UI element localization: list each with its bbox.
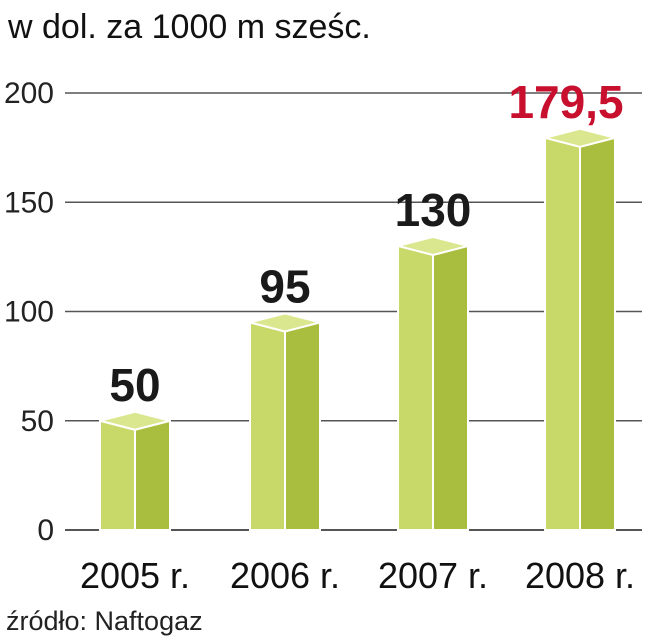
x-tick-label: 2008 r.	[525, 555, 635, 596]
y-tick-label: 200	[4, 77, 54, 110]
y-tick-label: 150	[4, 186, 54, 219]
value-label: 179,5	[508, 76, 623, 128]
y-tick-label: 0	[37, 514, 54, 547]
bar-side-face	[134, 419, 171, 531]
x-tick-label: 2007 r.	[378, 555, 488, 596]
bar-side-face	[579, 136, 616, 531]
bar-top-face	[397, 235, 469, 256]
x-tick-label: 2006 r.	[230, 555, 340, 596]
bar-front-face	[397, 244, 434, 531]
value-label: 130	[395, 184, 472, 236]
source-label: źródło: Naftogaz	[6, 606, 203, 636]
y-tick-label: 100	[4, 296, 54, 329]
value-label: 50	[109, 359, 160, 411]
x-tick-label: 2005 r.	[80, 555, 190, 596]
bar-side-face	[284, 321, 321, 531]
bar	[249, 312, 321, 531]
bar-front-face	[544, 136, 581, 531]
bar	[544, 127, 616, 531]
bars	[99, 127, 616, 531]
y-tick-label: 50	[21, 405, 54, 438]
bar-front-face	[249, 321, 286, 531]
bar-top-face	[99, 410, 171, 431]
y-axis-ticks: 0 50 100 150 200	[4, 77, 54, 547]
x-axis-ticks: 2005 r. 2006 r. 2007 r. 2008 r.	[80, 555, 635, 596]
value-label: 95	[259, 260, 310, 312]
bar-top-face	[249, 312, 321, 333]
value-labels: 50 95 130 179,5	[109, 76, 623, 411]
bar-top-face	[544, 127, 616, 148]
unit-label: w dol. za 1000 m sześc.	[7, 8, 371, 46]
bar-side-face	[432, 244, 469, 531]
bar-front-face	[99, 419, 136, 531]
bar	[99, 410, 171, 531]
bar	[397, 235, 469, 531]
